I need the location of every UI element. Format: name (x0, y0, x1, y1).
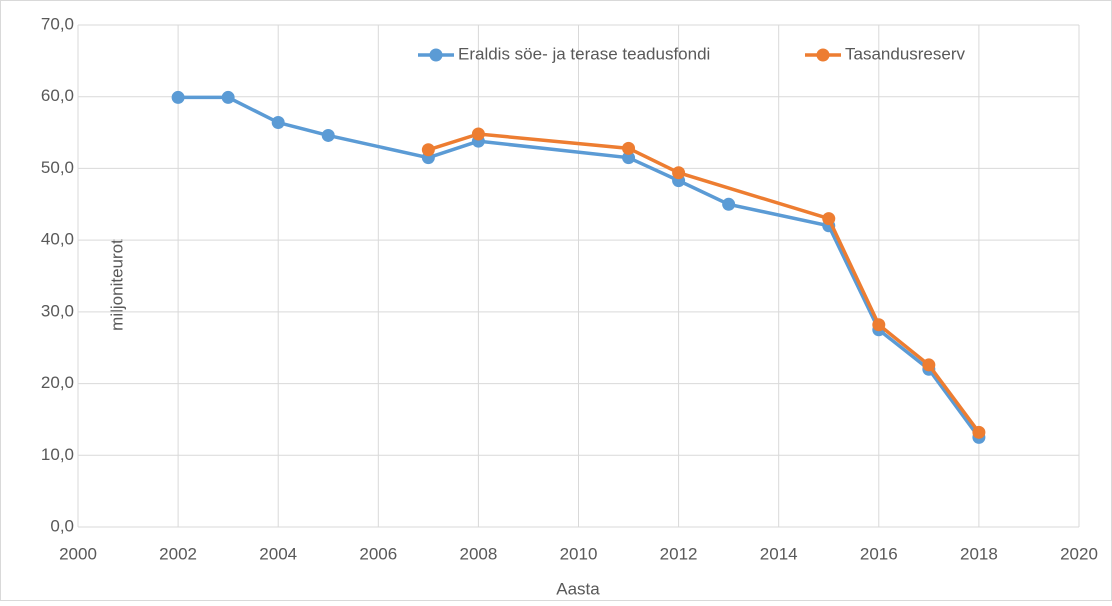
data-point (321, 128, 335, 142)
x-tick-label: 2014 (760, 544, 798, 563)
y-axis-title: miljoniteurot (107, 239, 126, 331)
y-tick-label: 20,0 (41, 373, 74, 392)
x-axis-title: Aasta (556, 579, 600, 598)
data-point (221, 90, 235, 104)
data-point (421, 143, 435, 157)
y-tick-label: 30,0 (41, 301, 74, 320)
y-tick-label: 70,0 (41, 14, 74, 33)
x-tick-label: 2008 (459, 544, 497, 563)
x-tick-label: 2018 (960, 544, 998, 563)
data-point (471, 127, 485, 141)
data-point (672, 166, 686, 180)
data-point (622, 151, 636, 165)
x-tick-label: 2020 (1060, 544, 1098, 563)
data-point (171, 90, 185, 104)
x-tick-label: 2006 (359, 544, 397, 563)
legend-marker (429, 48, 443, 62)
data-point (872, 318, 886, 332)
y-tick-label: 10,0 (41, 445, 74, 464)
x-tick-label: 2016 (860, 544, 898, 563)
x-tick-label: 2000 (59, 544, 97, 563)
data-point (972, 425, 986, 439)
series-line (427, 132, 981, 434)
y-tick-label: 50,0 (41, 158, 74, 177)
data-point (722, 197, 736, 211)
y-tick-label: 0,0 (50, 516, 74, 535)
data-point (271, 116, 285, 130)
x-tick-label: 2010 (560, 544, 598, 563)
y-tick-label: 60,0 (41, 86, 74, 105)
data-point (922, 358, 936, 372)
x-tick-label: 2002 (159, 544, 197, 563)
x-tick-label: 2012 (660, 544, 698, 563)
legend-marker (816, 48, 830, 62)
data-point (622, 141, 636, 155)
legend-label: Tasandusreserv (845, 44, 966, 63)
legend-label: Eraldis söe- ja terase teadusfondi (458, 44, 710, 63)
x-tick-label: 2004 (259, 544, 297, 563)
y-tick-label: 40,0 (41, 230, 74, 249)
data-point (822, 212, 836, 226)
